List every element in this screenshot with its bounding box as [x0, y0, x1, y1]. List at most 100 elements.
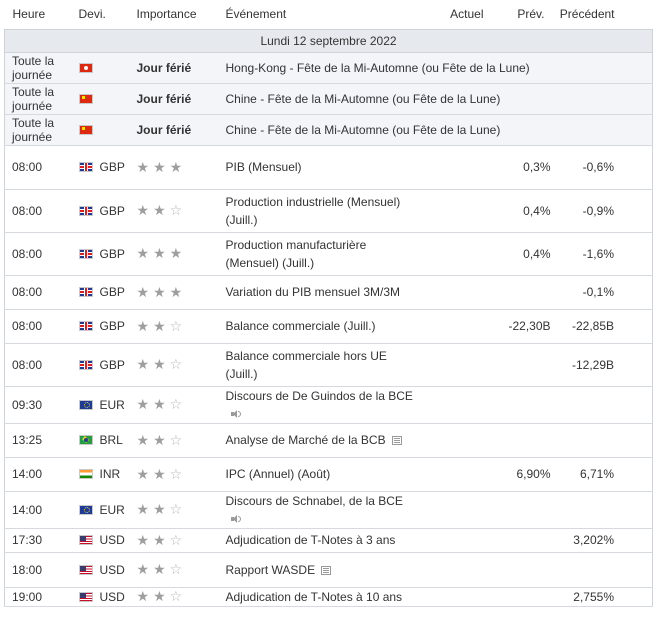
event-cell[interactable]: Discours de De Guindos de la BCE [225, 386, 418, 424]
event-name[interactable]: Hong-Kong - Fête de la Mi-Automne (ou Fê… [225, 52, 653, 84]
importance-cell: Jour férié [136, 114, 226, 146]
header-forecast[interactable]: Prév. [483, 0, 557, 30]
currency-code: GBP [99, 285, 125, 299]
event-name[interactable]: Adjudication de T-Notes à 3 ans [225, 533, 396, 547]
currency-code: BRL [99, 433, 123, 447]
forecast-value [483, 552, 557, 588]
forecast-value [483, 528, 557, 553]
event-row[interactable]: 08:00 GBP ★ ★ ★ Variation du PIB mensuel 3M/3… [4, 275, 653, 310]
in-flag-icon [78, 469, 93, 479]
event-name[interactable]: Balance commerciale hors UE (Juill.) [225, 348, 387, 381]
currency-code: GBP [99, 160, 125, 174]
event-cell[interactable]: Analyse de Marché de la BCB [225, 423, 418, 458]
currency-code: GBP [99, 203, 125, 218]
event-cell[interactable]: Production industrielle (Mensuel) (Juill… [225, 189, 418, 233]
actual-value [417, 189, 484, 233]
event-cell[interactable]: Balance commerciale (Juill.) [225, 309, 418, 344]
event-row[interactable]: 08:00 GBP ★ ★ ☆ Production industrielle (Mens… [4, 189, 653, 233]
currency-cell: GBP [70, 343, 137, 387]
star-filled-icon: ★ [153, 531, 166, 548]
gb-flag-icon [78, 205, 93, 216]
event-name[interactable]: Balance commerciale (Juill.) [225, 319, 376, 333]
event-time: Toute la journée [4, 114, 71, 146]
event-name[interactable]: IPC (Annuel) (Août) [225, 467, 331, 481]
event-name[interactable]: Chine - Fête de la Mi-Automne (ou Fête d… [225, 83, 653, 115]
event-time: 08:00 [4, 232, 71, 276]
event-name[interactable]: Chine - Fête de la Mi-Automne (ou Fête d… [225, 114, 653, 146]
header-actual[interactable]: Actuel [417, 0, 484, 30]
forecast-value [483, 343, 557, 387]
star-filled-icon: ★ [153, 202, 166, 218]
event-cell[interactable]: IPC (Annuel) (Août) [225, 457, 418, 492]
event-name[interactable]: Discours de De Guindos de la BCE [225, 388, 413, 403]
previous-value [556, 423, 653, 458]
holiday-row[interactable]: Toute la journée Jour férié Chine - Fête d… [4, 83, 653, 115]
event-name[interactable]: Adjudication de T-Notes à 10 ans [225, 589, 403, 604]
header-event[interactable]: Événement [225, 0, 418, 30]
event-cell[interactable]: Production manufacturière (Mensuel) (Jui… [225, 232, 418, 276]
star-empty-icon: ☆ [169, 202, 183, 218]
event-cell[interactable]: Adjudication de T-Notes à 10 ans [225, 587, 418, 607]
header-importance[interactable]: Importance [136, 0, 226, 30]
actual-value [417, 491, 484, 529]
event-row[interactable]: 09:30 EUR ★ ★ ☆ Discours de De Guindos de la … [4, 386, 653, 424]
importance-cell: Jour férié [136, 52, 226, 84]
event-row[interactable]: 19:00 USD ★ ★ ☆ Adjudication de T-Notes à 10 … [4, 587, 653, 607]
event-name[interactable]: Production industrielle (Mensuel) (Juill… [225, 194, 401, 227]
event-name[interactable]: Discours de Schnabel, de la BCE [225, 493, 403, 508]
star-empty-icon: ☆ [169, 317, 183, 334]
event-row[interactable]: 13:25 BRL ★ ★ ☆ Analyse de Marché de la BCB [4, 423, 653, 458]
event-cell[interactable]: Adjudication de T-Notes à 3 ans [225, 528, 418, 553]
importance-stars: ★ ★ ☆ [136, 386, 226, 424]
event-cell[interactable]: PIB (Mensuel) [225, 145, 418, 190]
event-name[interactable]: Rapport WASDE [225, 562, 316, 577]
event-time: 08:00 [4, 309, 71, 344]
event-cell[interactable]: Discours de Schnabel, de la BCE [225, 491, 418, 529]
event-name[interactable]: Analyse de Marché de la BCB [225, 433, 386, 447]
hk-flag-icon [78, 62, 93, 73]
star-filled-icon: ★ [153, 501, 166, 517]
star-filled-icon: ★ [153, 317, 166, 334]
event-row[interactable]: 08:00 GBP ★ ★ ★ Production manufacturière (Me… [4, 232, 653, 276]
event-row[interactable]: 08:00 GBP ★ ★ ☆ Balance commerciale (Juill.) -… [4, 309, 653, 344]
forecast-value: 6,90% [483, 457, 557, 492]
star-filled-icon: ★ [136, 202, 150, 218]
header-currency[interactable]: Devi. [70, 0, 137, 30]
event-name[interactable]: PIB (Mensuel) [225, 160, 302, 174]
actual-value [417, 275, 484, 310]
currency-code: GBP [99, 246, 125, 261]
event-cell[interactable]: Rapport WASDE [225, 552, 418, 588]
event-time: 18:00 [4, 552, 71, 588]
forecast-value: 0,3% [483, 145, 557, 190]
holiday-row[interactable]: Toute la journée Jour férié Chine - Fête d… [4, 114, 653, 146]
forecast-value: 0,4% [483, 232, 557, 276]
event-row[interactable]: 18:00 USD ★ ★ ☆ Rapport WASDE [4, 552, 653, 588]
currency-cell: EUR [70, 491, 137, 529]
previous-value [556, 491, 653, 529]
star-filled-icon: ★ [153, 465, 166, 482]
event-name[interactable]: Variation du PIB mensuel 3M/3M [225, 285, 401, 299]
event-row[interactable]: 14:00 EUR ★ ★ ☆ Discours de Schnabel, de la B… [4, 491, 653, 529]
header-previous[interactable]: Précédent [556, 0, 653, 30]
event-row[interactable]: 08:00 GBP ★ ★ ☆ Balance commerciale hors UE (… [4, 343, 653, 387]
holiday-row[interactable]: Toute la journée Jour férié Hong-Kong - Fê… [4, 52, 653, 84]
event-row[interactable]: 14:00 INR ★ ★ ☆ IPC (Annuel) (Août) 6,90% 6,71% [4, 457, 653, 492]
event-name[interactable]: Production manufacturière (Mensuel) (Jui… [225, 237, 367, 270]
previous-value: 6,71% [556, 457, 653, 492]
event-cell[interactable]: Variation du PIB mensuel 3M/3M [225, 275, 418, 310]
currency-cell: GBP [70, 309, 137, 344]
star-empty-icon: ☆ [169, 531, 183, 548]
event-row[interactable]: 17:30 USD ★ ★ ☆ Adjudication de T-Notes à 3 a… [4, 528, 653, 553]
event-row[interactable]: 08:00 GBP ★ ★ ★ PIB (Mensuel) 0,3% -0,6% [4, 145, 653, 190]
previous-value: -0,6% [556, 145, 653, 190]
star-filled-icon: ★ [136, 396, 150, 412]
br-flag-icon [78, 435, 93, 445]
currency-code: GBP [99, 319, 125, 333]
header-time[interactable]: Heure [4, 0, 71, 30]
star-empty-icon: ☆ [169, 396, 183, 412]
event-cell[interactable]: Balance commerciale hors UE (Juill.) [225, 343, 418, 387]
star-filled-icon: ★ [169, 245, 183, 261]
event-time: 09:30 [4, 386, 71, 424]
currency-code: GBP [99, 357, 125, 372]
importance-stars: ★ ★ ☆ [136, 309, 226, 344]
